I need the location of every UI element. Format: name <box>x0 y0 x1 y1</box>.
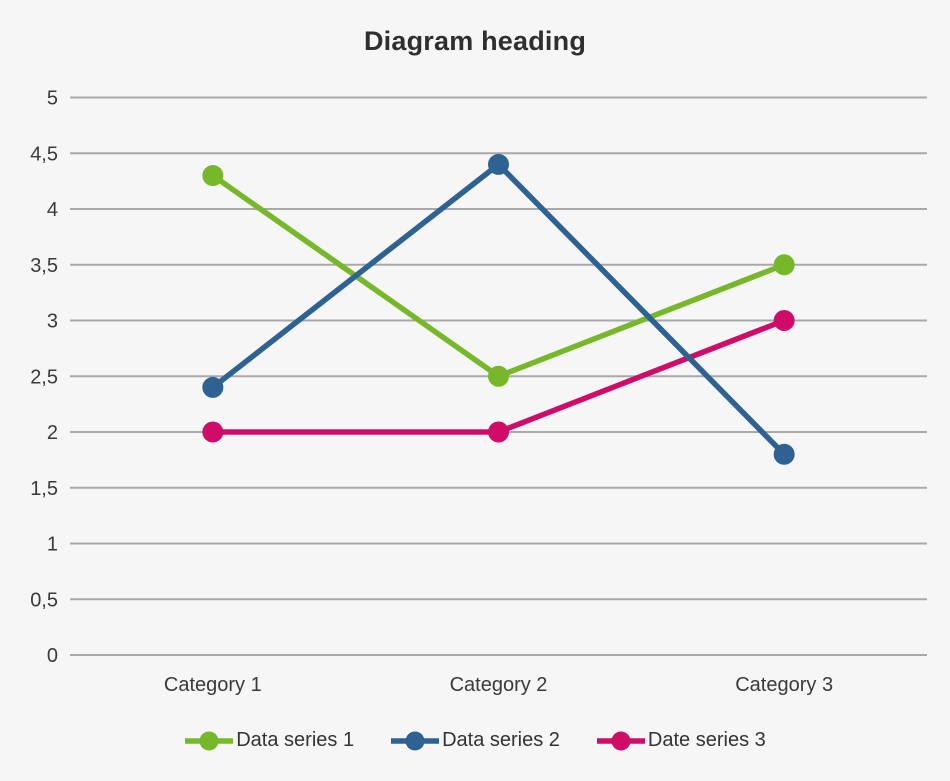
legend-item-date-series-3: Date series 3 <box>596 729 766 752</box>
legend-label: Data series 1 <box>236 729 355 751</box>
y-tick-label: 4,5 <box>30 143 58 165</box>
y-tick-label: 0,5 <box>30 589 58 611</box>
x-axis-label: Category 3 <box>735 674 833 696</box>
data-point-marker <box>202 376 224 398</box>
data-point-marker <box>488 421 509 443</box>
x-axis-label: Category 2 <box>450 674 548 696</box>
y-tick-label: 2 <box>47 422 58 444</box>
data-point-marker <box>773 443 795 465</box>
data-point-marker <box>202 165 224 187</box>
chart-title: Diagram heading <box>363 26 587 56</box>
y-tick-label: 0 <box>47 645 58 667</box>
y-tick-label: 1 <box>47 534 58 556</box>
y-tick-label: 4 <box>47 199 58 221</box>
y-tick-label: 1,5 <box>30 478 58 500</box>
data-point-marker <box>773 254 795 276</box>
chart-legend: Data series 1 Data series 2 Date series … <box>0 729 950 752</box>
y-tick-label: 3,5 <box>30 255 58 277</box>
y-tick-label: 2,5 <box>30 366 58 388</box>
x-axis-label: Category 1 <box>164 674 262 696</box>
legend-marker-line-dot-icon <box>596 731 645 750</box>
y-tick-label: 3 <box>47 311 58 333</box>
legend-item-data-series-2: Data series 2 <box>390 729 560 752</box>
series-line <box>210 172 787 379</box>
data-point-marker <box>202 421 224 443</box>
legend-marker-line-dot-icon <box>185 731 234 750</box>
legend-label: Date series 3 <box>647 729 766 751</box>
legend-marker-line-dot-icon <box>391 731 440 750</box>
data-point-marker <box>773 310 795 331</box>
series-line <box>210 161 787 458</box>
legend-item-data-series-1: Data series 1 <box>184 729 354 752</box>
data-point-marker <box>488 365 509 387</box>
data-point-marker <box>488 153 509 175</box>
legend-label: Data series 2 <box>442 729 560 751</box>
y-tick-label: 5 <box>47 88 58 110</box>
